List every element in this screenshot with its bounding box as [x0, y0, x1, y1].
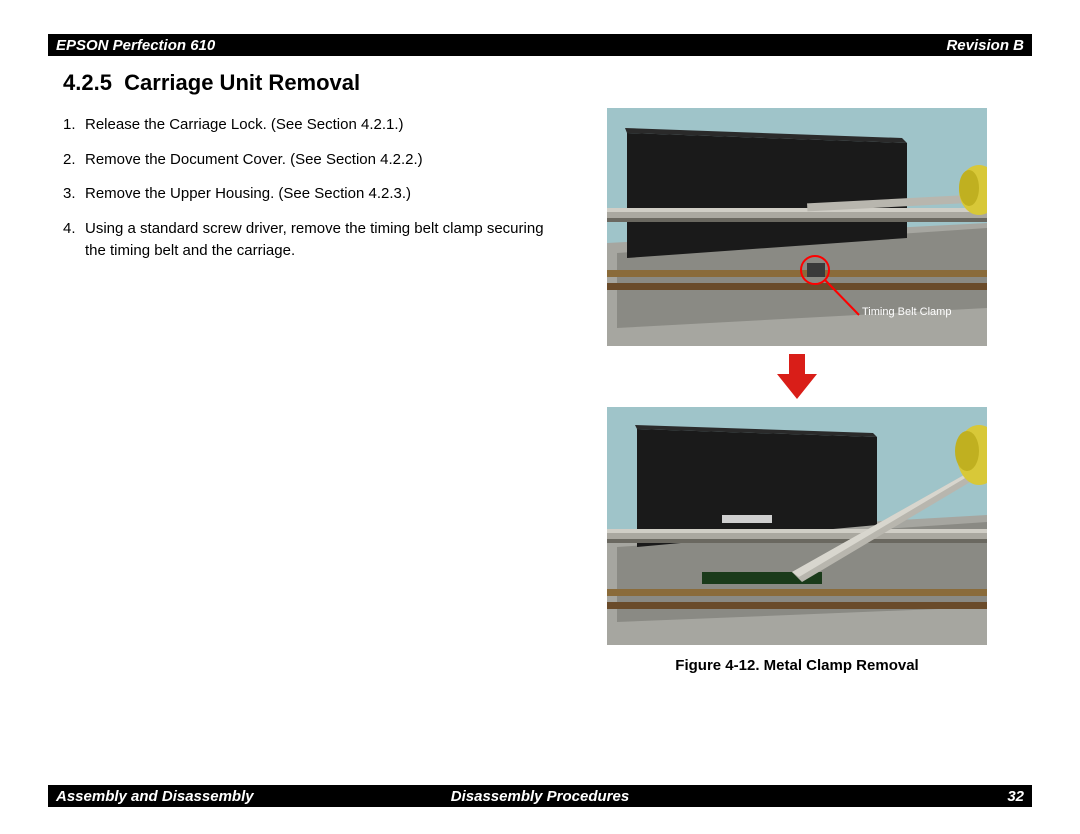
step-item: 4. Using a standard screw driver, remove… — [63, 218, 563, 263]
section-number: 4.2.5 — [63, 70, 112, 95]
figure-photo-top: Timing Belt Clamp — [607, 108, 987, 346]
header-left: EPSON Perfection 610 — [56, 37, 215, 54]
footer-right: 32 — [1007, 788, 1024, 805]
step-number: 1. — [63, 114, 85, 137]
figure-photo-bottom — [607, 407, 987, 645]
step-text: Remove the Upper Housing. (See Section 4… — [85, 183, 563, 206]
step-text: Using a standard screw driver, remove th… — [85, 218, 563, 263]
footer-left: Assembly and Disassembly — [56, 788, 254, 805]
header-right: Revision B — [946, 37, 1024, 54]
step-number: 4. — [63, 218, 85, 263]
figure-area: Timing Belt Clamp — [607, 108, 987, 674]
steps-list: 1. Release the Carriage Lock. (See Secti… — [63, 114, 563, 263]
step-number: 2. — [63, 149, 85, 172]
callout-label: Timing Belt Clamp — [862, 306, 951, 318]
step-item: 3. Remove the Upper Housing. (See Sectio… — [63, 183, 563, 206]
section-title: 4.2.5 Carriage Unit Removal — [63, 70, 1032, 96]
step-text: Remove the Document Cover. (See Section … — [85, 149, 563, 172]
arrow-down-icon — [777, 354, 817, 399]
step-item: 2. Remove the Document Cover. (See Secti… — [63, 149, 563, 172]
content-area: 4.2.5 Carriage Unit Removal 1. Release t… — [63, 70, 1032, 774]
figure-caption: Figure 4-12. Metal Clamp Removal — [607, 657, 987, 674]
step-text: Release the Carriage Lock. (See Section … — [85, 114, 563, 137]
step-number: 3. — [63, 183, 85, 206]
step-item: 1. Release the Carriage Lock. (See Secti… — [63, 114, 563, 137]
section-title-text: Carriage Unit Removal — [124, 70, 360, 95]
footer-bar: Assembly and Disassembly Disassembly Pro… — [48, 785, 1032, 807]
footer-center: Disassembly Procedures — [451, 788, 629, 805]
header-bar: EPSON Perfection 610 Revision B — [48, 34, 1032, 56]
